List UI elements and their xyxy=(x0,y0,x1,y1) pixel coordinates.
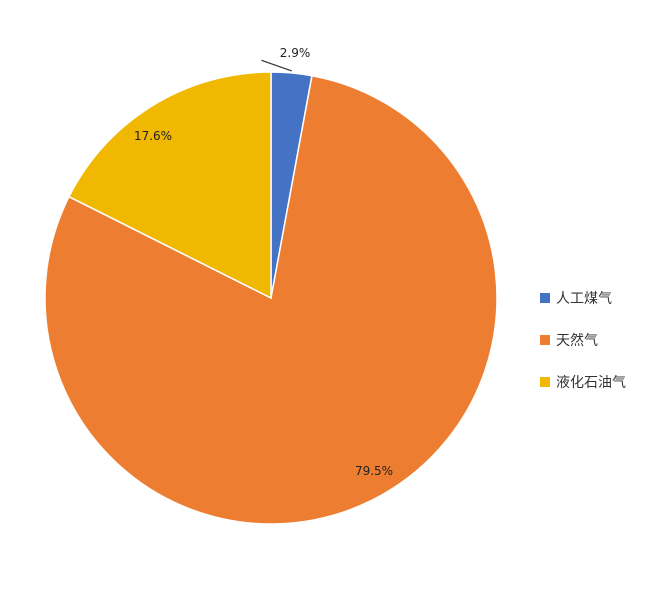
legend-swatch-1 xyxy=(540,293,550,303)
legend-item-3: 液化石油气 xyxy=(540,372,626,392)
pie-slice-3 xyxy=(67,71,272,300)
data-label-1: 2.9% xyxy=(280,46,311,60)
leader-line-1 xyxy=(261,59,292,72)
legend-swatch-2 xyxy=(540,335,550,345)
legend-label-3: 液化石油气 xyxy=(556,375,626,391)
data-label-2: 79.5% xyxy=(355,464,393,478)
pie-slice-2 xyxy=(44,74,498,525)
legend: 人工煤气 天然气 液化石油气 xyxy=(540,288,626,414)
data-label-3: 17.6% xyxy=(134,129,172,143)
legend-item-1: 人工煤气 xyxy=(540,288,626,308)
legend-swatch-3 xyxy=(540,377,550,387)
legend-item-2: 天然气 xyxy=(540,330,626,350)
pie-data-labels: 2.9% 79.5% 17.6% xyxy=(134,46,393,478)
legend-label-2: 天然气 xyxy=(556,333,598,349)
pie-slices xyxy=(44,71,498,525)
legend-label-1: 人工煤气 xyxy=(556,291,612,307)
